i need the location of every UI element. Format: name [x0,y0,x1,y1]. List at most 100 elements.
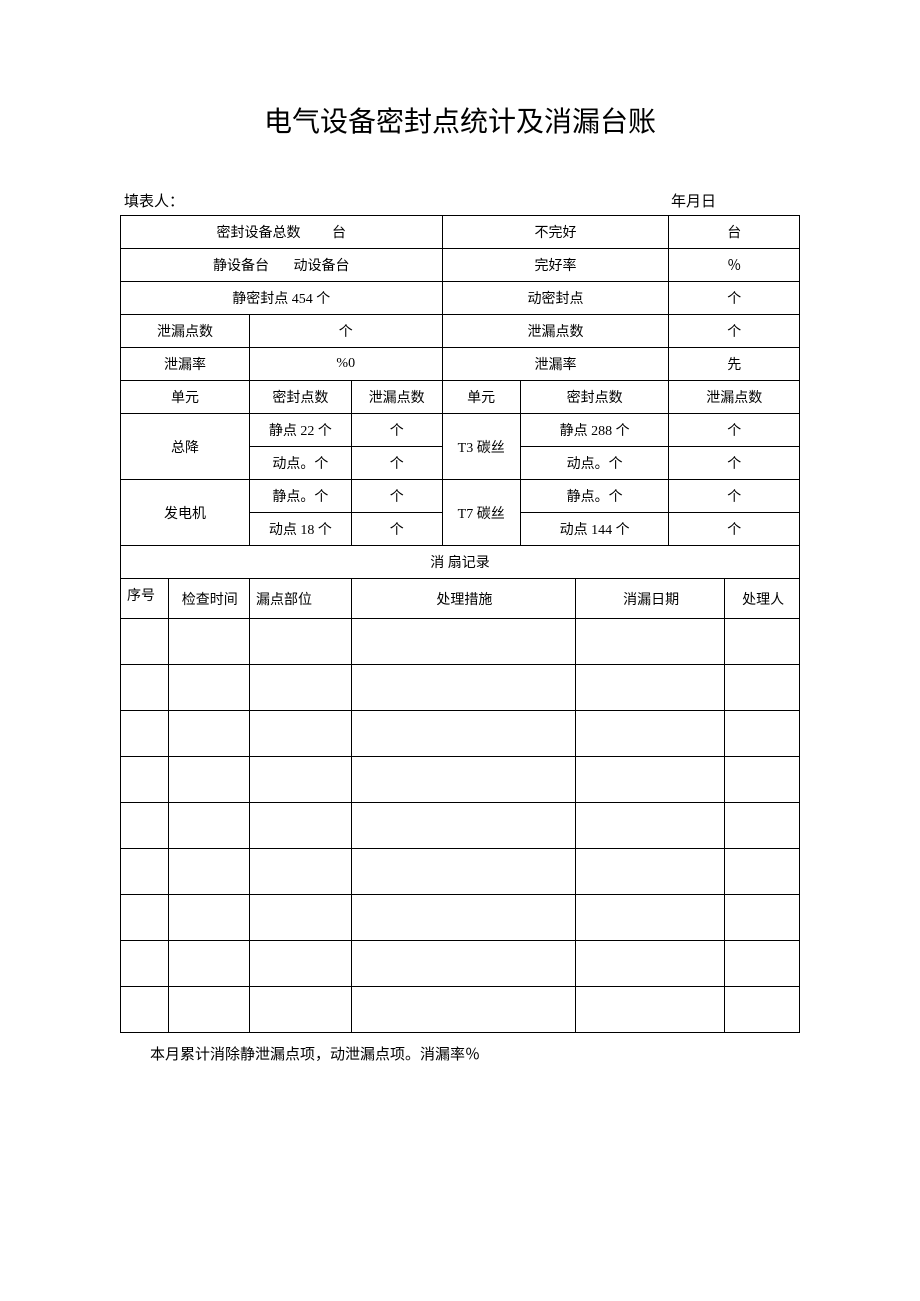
cell [351,803,575,849]
leak-count-r-unit: 个 [669,315,800,348]
unit-col: 单元 [121,381,250,414]
cell: 个 [669,480,800,513]
cell [575,803,724,849]
cell [351,895,575,941]
cell [351,711,575,757]
unit: 台 [332,226,346,241]
cell: 个 [351,513,442,546]
leak-col: 泄漏点数 [351,381,442,414]
cell [575,665,724,711]
leak-col: 泄漏点数 [669,381,800,414]
cell: 个 [669,513,800,546]
col-person: 处理人 [725,579,800,619]
unit-name: 总降 [121,414,250,480]
cell [121,711,169,757]
cell [725,803,800,849]
cell [725,987,800,1033]
cell: 个 [351,480,442,513]
col-pos: 漏点部位 [249,579,351,619]
cell: 动点 144 个 [520,513,669,546]
cell [575,757,724,803]
cell [575,941,724,987]
cell [249,849,351,895]
cell [249,619,351,665]
cell [351,941,575,987]
leak-count-r-label: 泄漏点数 [442,315,669,348]
cell [725,757,800,803]
cell [725,619,800,665]
label: 密封设备总数 [217,226,301,241]
cell: 动点 18 个 [249,513,351,546]
good-rate-label: 完好率 [442,249,669,282]
cell [168,987,249,1033]
footer-note: 本月累计消除静泄漏点项，动泄漏点项。消漏率％ [120,1043,800,1064]
cell [168,757,249,803]
cell: 个 [669,414,800,447]
cell: 动点。个 [520,447,669,480]
cell [168,711,249,757]
cell [249,803,351,849]
col-action: 处理措施 [351,579,575,619]
cell [575,619,724,665]
cell [168,895,249,941]
good-rate-unit: ％ [669,249,800,282]
cell: 静点 22 个 [249,414,351,447]
cell [121,757,169,803]
leak-count-l-unit: 个 [249,315,442,348]
leak-rate-l-label: 泄漏率 [121,348,250,381]
cell [121,941,169,987]
cell: 个 [351,447,442,480]
cell [121,665,169,711]
cell: 静点。个 [249,480,351,513]
cell [249,941,351,987]
meta-row: 填表人： 年月日 [120,190,800,211]
cell [168,849,249,895]
cell [249,895,351,941]
static-seal-count: 静密封点 454 个 [121,282,443,315]
cell [121,619,169,665]
col-date: 消漏日期 [575,579,724,619]
cell [351,987,575,1033]
static-dynamic-equip: 静设备台 动设备台 [121,249,443,282]
cell [249,711,351,757]
cell [351,849,575,895]
cell [575,987,724,1033]
unit-name: T7 碳丝 [442,480,520,546]
cell [725,665,800,711]
cell [725,941,800,987]
cell: 个 [669,447,800,480]
cell [121,849,169,895]
leak-rate-r-label: 泄漏率 [442,348,669,381]
cell [168,665,249,711]
date-label: 年月日 [671,190,796,211]
cell [575,849,724,895]
cell [168,941,249,987]
dynamic-seal-unit: 个 [669,282,800,315]
col-no: 序号 [121,579,169,619]
cell [249,757,351,803]
unit-name: T3 碳丝 [442,414,520,480]
unit-col: 单元 [442,381,520,414]
leak-rate-r-unit: 先 [669,348,800,381]
incomplete-unit: 台 [669,216,800,249]
incomplete-label: 不完好 [442,216,669,249]
filler-label: 填表人： [124,190,184,211]
cell [121,895,169,941]
cell [249,665,351,711]
cell [725,895,800,941]
page-title: 电气设备密封点统计及消漏台账 [120,100,800,140]
label: 动设备台 [294,259,350,274]
label: 静设备台 [213,259,269,274]
cell: 静点 288 个 [520,414,669,447]
col-time: 检查时间 [168,579,249,619]
unit-name: 发电机 [121,480,250,546]
cell [168,803,249,849]
cell [351,757,575,803]
cell: 个 [351,414,442,447]
cell [168,619,249,665]
cell [121,803,169,849]
cell [575,711,724,757]
cell [351,665,575,711]
cell [725,711,800,757]
cell [725,849,800,895]
